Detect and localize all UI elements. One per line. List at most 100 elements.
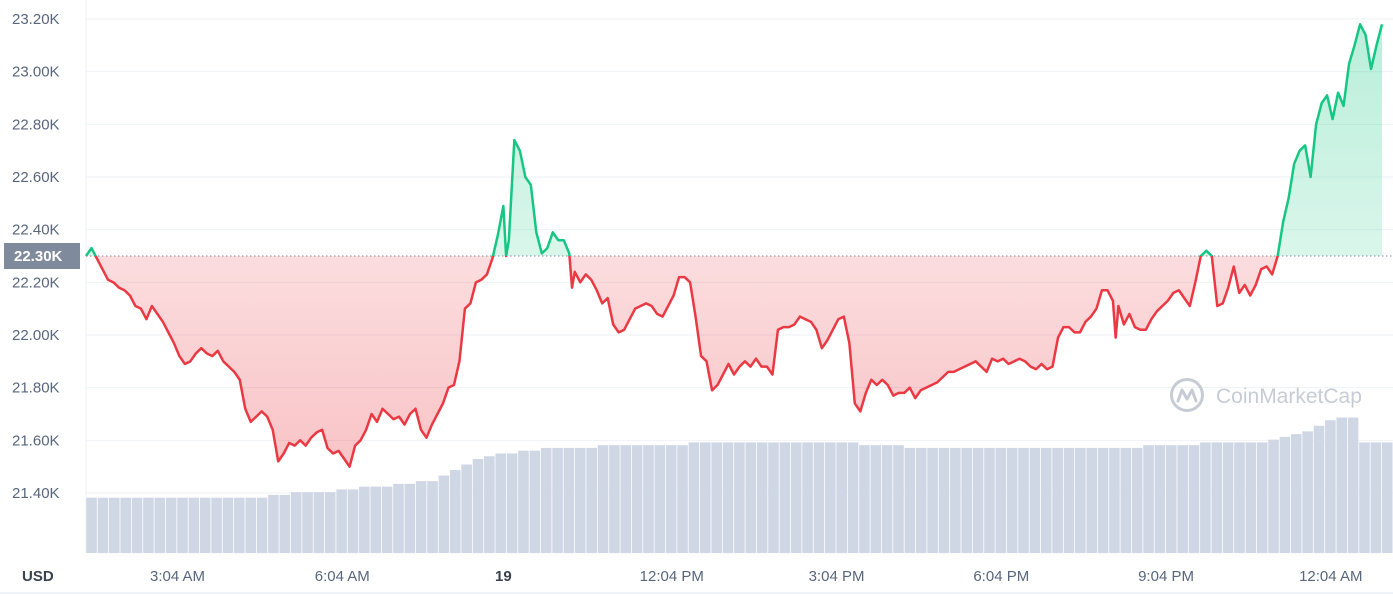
volume-bar [677,445,688,553]
volume-bar [631,445,643,553]
volume-bar [915,447,927,553]
volume-bar [359,486,370,553]
volume-bar [1120,447,1132,553]
volume-bar [381,486,393,553]
x-tick-label: 3:04 AM [150,568,205,585]
y-tick-label: 21.40K [12,485,60,502]
volume-bar [722,442,734,553]
volume-bar [688,442,700,553]
volume-bar [1313,425,1325,553]
volume-bar [836,442,847,553]
volume-bar [529,450,541,553]
volume-bar [1291,434,1302,553]
volume-bar [938,447,950,553]
volume-bar [1075,447,1086,553]
x-tick-label: 12:04 AM [1299,568,1362,585]
y-axis: 23.20K 23.00K 22.80K 22.60K 22.40K 22.20K 22.0… [12,11,60,502]
currency-label: USD [22,568,54,585]
volume-bar [222,497,234,553]
volume-bar [495,453,507,553]
volume-bar [199,497,211,553]
coinmarketcap-logo-icon [1170,378,1204,412]
volume-bar [1097,447,1109,553]
volume-bar [586,447,597,553]
volume-bar [1052,447,1063,553]
volume-bar [1040,447,1052,553]
x-tick-label: 12:04 PM [640,568,704,585]
volume-bar [813,442,825,553]
volume-bar [1256,442,1268,553]
volume-bar [97,497,109,553]
volume-bar [665,445,677,553]
y-tick-label: 22.40K [12,222,60,239]
volume-bar [995,447,1007,553]
volume-bar [654,445,666,553]
volume-bar [950,447,961,553]
volume-bar [609,445,620,553]
volume-bar [427,481,438,553]
volume-bar [1165,445,1177,553]
volume-bar [1188,445,1200,553]
volume-bar [825,442,836,553]
volume-bar [415,481,427,553]
volume-bar [109,497,120,553]
volume-bar [745,442,757,553]
volume-bar [700,442,711,553]
y-tick-label: 21.80K [12,380,60,397]
volume-bar [893,445,904,553]
volume-bar [1018,447,1029,553]
volume-bar [1063,447,1075,553]
volume-bar [143,497,154,553]
volume-bar [1006,447,1018,553]
x-tick-label: 9:04 PM [1138,568,1194,585]
volume-bar [290,492,302,553]
volume-bar [1245,442,1257,553]
volume-bar [1381,442,1393,553]
y-tick-label: 23.20K [12,11,60,28]
volume-bar [1086,447,1098,553]
volume-bar [120,497,131,553]
volume-bar [313,492,325,553]
volume-bar [802,442,813,553]
volume-bar [188,497,200,553]
price-area-down [86,256,1383,467]
x-tick-label: 6:04 PM [973,568,1029,585]
price-line [84,23,1384,468]
volume-bar [165,497,177,553]
volume-bar [506,453,518,553]
volume-bar [1370,442,1382,553]
volume-bar [756,442,768,553]
volume-bar [279,494,291,553]
reference-line: 22.30K [4,243,1393,269]
volume-bar [540,447,552,553]
volume-bar [961,447,972,553]
volume-bar [1302,431,1313,553]
volume-bar [620,445,632,553]
volume-bar [347,489,359,553]
volume-bar [461,464,472,553]
volume-bar [1211,442,1223,553]
watermark-text: CoinMarketCap [1216,385,1362,408]
volume-bar [847,442,859,553]
volume-bar [1359,442,1370,553]
volume-bar [1325,420,1336,553]
volume-bar [1200,442,1211,553]
volume-bar [256,497,268,553]
volume-bar [484,456,495,553]
volume-bar [597,445,609,553]
reference-price-badge [4,243,80,269]
volume-bar [154,497,166,553]
y-tick-label: 21.60K [12,432,60,449]
volume-bar [563,447,575,553]
volume-bar [324,492,336,553]
volume-bar [1131,447,1143,553]
volume-bar [1234,442,1245,553]
volume-bar [86,497,97,553]
y-tick-label: 22.60K [12,169,60,186]
watermark: CoinMarketCap [1170,378,1362,412]
volume-bar [131,497,143,553]
volume-bar [438,475,450,553]
x-tick-label: 19 [495,568,512,585]
volume-bar [972,447,984,553]
volume-bar [552,447,563,553]
